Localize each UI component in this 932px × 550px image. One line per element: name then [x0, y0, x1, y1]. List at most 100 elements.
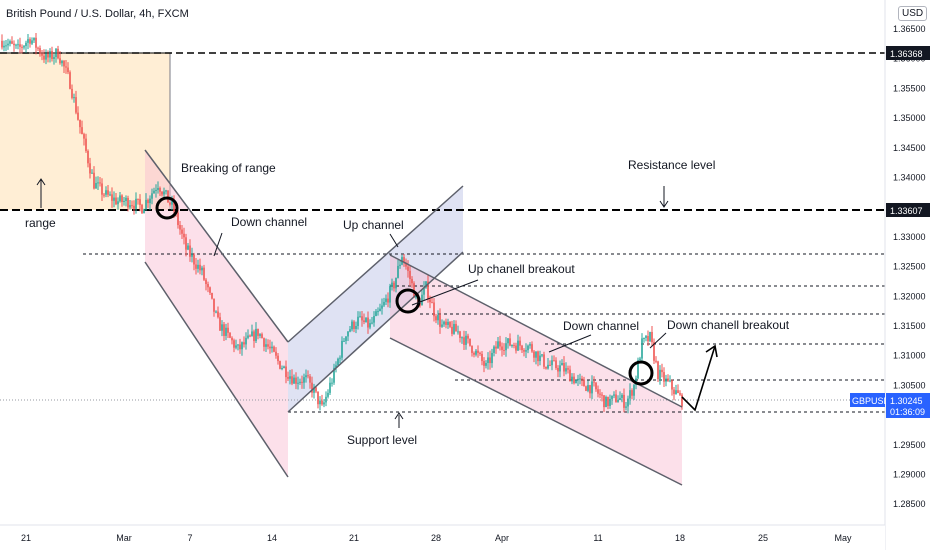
candle-body: [191, 254, 193, 257]
candle-body: [633, 384, 635, 396]
candle-body: [459, 331, 461, 338]
candle-body: [163, 191, 165, 195]
candle-body: [13, 43, 15, 46]
candle-body: [471, 345, 473, 353]
candle-body: [653, 342, 655, 361]
candle-body: [549, 364, 551, 366]
candle-body: [131, 205, 133, 207]
candle-body: [99, 182, 101, 184]
candle-body: [387, 298, 389, 303]
candle-body: [407, 266, 409, 271]
candle-body: [451, 326, 453, 334]
candle-body: [319, 400, 321, 405]
candle-body: [355, 325, 357, 329]
candle-body: [37, 47, 39, 49]
candle-body: [393, 282, 395, 289]
candle-body: [537, 351, 539, 362]
candle-body: [409, 270, 411, 279]
candle-body: [627, 398, 629, 407]
candle-body: [669, 380, 671, 382]
candle-body: [127, 197, 129, 208]
candle-body: [303, 377, 305, 383]
candle-body: [673, 389, 675, 395]
candle-body: [535, 351, 537, 358]
candle-body: [195, 264, 197, 269]
candle-body: [625, 406, 627, 408]
candle-body: [489, 357, 491, 364]
candle-body: [185, 237, 187, 250]
candle-body: [201, 267, 203, 271]
candle-body: [423, 287, 425, 295]
currency-button[interactable]: USD: [898, 6, 928, 21]
time-axis[interactable]: [0, 525, 885, 550]
candle-body: [559, 365, 561, 372]
candle-body: [5, 45, 7, 47]
candle-body: [219, 317, 221, 331]
candle-body: [165, 190, 167, 192]
candle-body: [613, 394, 615, 396]
candle-body: [525, 350, 527, 352]
candle-body: [151, 193, 153, 199]
candle-body: [497, 341, 499, 349]
candle-body: [551, 360, 553, 366]
candle-body: [373, 315, 375, 323]
candle-body: [211, 292, 213, 299]
candle-body: [589, 385, 591, 394]
candle-body: [351, 321, 353, 330]
candle-body: [73, 97, 75, 99]
candle-body: [263, 338, 265, 347]
candle-body: [269, 346, 271, 349]
candle-body: [161, 191, 163, 195]
last-price-badge: GBPUSD 1.30245 01:36:09: [850, 393, 930, 418]
candle-body: [579, 378, 581, 380]
candle-body: [575, 380, 577, 384]
candle-body: [273, 346, 275, 352]
candle-body: [171, 201, 173, 205]
annotation-down-breakout: Down chanell breakout: [667, 318, 790, 332]
candle-body: [443, 321, 445, 325]
candle-body: [283, 366, 285, 369]
candle-body: [533, 351, 535, 358]
candle-body: [149, 198, 151, 204]
up-channel-fill: [288, 186, 463, 412]
annotation-range: range: [25, 216, 56, 230]
candle-body: [213, 298, 215, 312]
candle-body: [561, 362, 563, 366]
candle-body: [395, 277, 397, 289]
candle-body: [117, 201, 119, 205]
down-channel-1-fill: [145, 150, 288, 477]
candle-body: [461, 337, 463, 339]
candle-body: [31, 40, 33, 44]
candle-body: [507, 338, 509, 344]
candle-body: [297, 382, 299, 384]
annotation-support: Support level: [347, 433, 417, 447]
candle-body: [295, 377, 297, 384]
candle-body: [19, 44, 21, 47]
y-tick-label: 1.33000: [893, 232, 926, 242]
candle-body: [25, 42, 27, 47]
badge-range-top-value: 1.36368: [890, 49, 923, 59]
candle-body: [433, 302, 435, 317]
candle-body: [197, 264, 199, 269]
candle-body: [167, 190, 169, 203]
candle-body: [425, 281, 427, 288]
candle-body: [89, 163, 91, 174]
y-tick-label: 1.29500: [893, 440, 926, 450]
candle-body: [647, 335, 649, 342]
candle-body: [327, 392, 329, 397]
candle-body: [467, 335, 469, 339]
candle-body: [159, 187, 161, 192]
candle-body: [1, 40, 3, 48]
candle-body: [473, 352, 475, 355]
candle-body: [181, 229, 183, 234]
candles: [1, 33, 683, 414]
candle-body: [453, 323, 455, 334]
candle-body: [135, 198, 137, 209]
candle-body: [611, 395, 613, 399]
candle-body: [665, 378, 667, 382]
candle-body: [61, 60, 63, 64]
candle-body: [441, 324, 443, 327]
candle-body: [333, 367, 335, 383]
price-axis[interactable]: [885, 0, 932, 550]
